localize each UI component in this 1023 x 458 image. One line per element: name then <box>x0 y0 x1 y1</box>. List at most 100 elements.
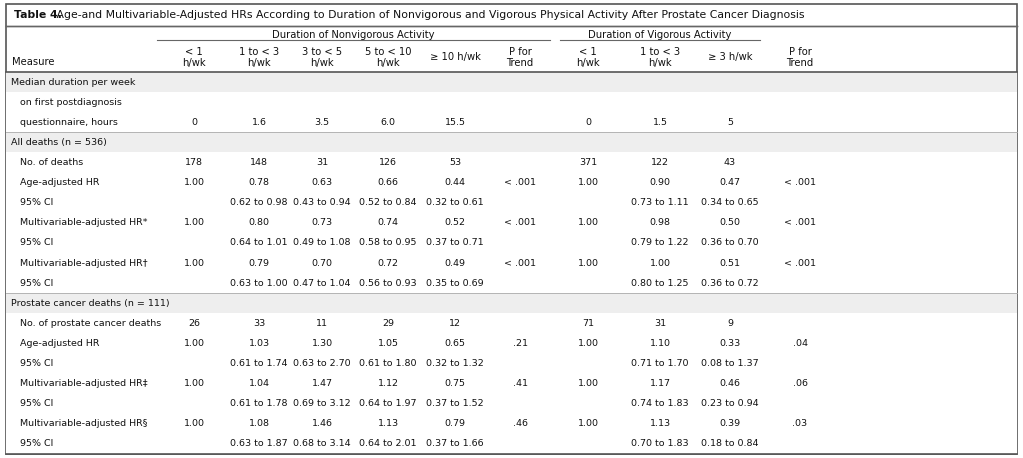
Text: < .001: < .001 <box>504 218 536 227</box>
Text: 1.05: 1.05 <box>377 339 399 348</box>
Bar <box>6 333 1017 354</box>
Text: h/wk: h/wk <box>310 58 333 68</box>
Text: 1 to < 3: 1 to < 3 <box>640 47 680 57</box>
Text: Age-adjusted HR: Age-adjusted HR <box>11 339 99 348</box>
Text: 0.62 to 0.98: 0.62 to 0.98 <box>230 198 287 207</box>
Text: h/wk: h/wk <box>376 58 400 68</box>
Text: 0.23 to 0.94: 0.23 to 0.94 <box>701 399 759 408</box>
Text: Median duration per week: Median duration per week <box>11 77 135 87</box>
Text: 1.00: 1.00 <box>183 258 205 267</box>
Text: 0.44: 0.44 <box>445 178 465 187</box>
Text: 0.73: 0.73 <box>311 218 332 227</box>
Text: 1.00: 1.00 <box>183 218 205 227</box>
Text: All deaths (n = 536): All deaths (n = 536) <box>11 138 106 147</box>
Text: questionnaire, hours: questionnaire, hours <box>11 118 118 127</box>
Bar <box>6 293 1017 313</box>
Text: 0.66: 0.66 <box>377 178 399 187</box>
Text: 43: 43 <box>724 158 737 167</box>
Text: < 1: < 1 <box>185 47 203 57</box>
Text: 1.00: 1.00 <box>183 379 205 388</box>
Bar <box>6 92 1017 112</box>
Text: < .001: < .001 <box>504 258 536 267</box>
Text: h/wk: h/wk <box>182 58 206 68</box>
Text: 0.37 to 1.66: 0.37 to 1.66 <box>427 439 484 448</box>
Bar <box>6 253 1017 273</box>
Text: 0.71 to 1.70: 0.71 to 1.70 <box>631 359 688 368</box>
Text: 0.50: 0.50 <box>719 218 741 227</box>
Bar <box>6 374 1017 394</box>
Text: h/wk: h/wk <box>649 58 672 68</box>
Text: 0.72: 0.72 <box>377 258 399 267</box>
Text: Multivariable-adjusted HR*: Multivariable-adjusted HR* <box>11 218 147 227</box>
Text: No. of prostate cancer deaths: No. of prostate cancer deaths <box>11 319 162 328</box>
Bar <box>6 354 1017 374</box>
Text: 0.36 to 0.72: 0.36 to 0.72 <box>701 278 759 288</box>
Text: 371: 371 <box>579 158 597 167</box>
Bar <box>6 72 1017 92</box>
Text: 1.13: 1.13 <box>377 420 399 428</box>
Bar <box>6 273 1017 293</box>
Text: 0.47: 0.47 <box>719 178 741 187</box>
Text: 5: 5 <box>727 118 733 127</box>
Text: Multivariable-adjusted HR§: Multivariable-adjusted HR§ <box>11 420 147 428</box>
Text: 0.78: 0.78 <box>249 178 269 187</box>
Text: .03: .03 <box>793 420 807 428</box>
Text: 0.80 to 1.25: 0.80 to 1.25 <box>631 278 688 288</box>
Text: < .001: < .001 <box>784 178 816 187</box>
Text: 1.00: 1.00 <box>578 218 598 227</box>
Text: 0.34 to 0.65: 0.34 to 0.65 <box>701 198 759 207</box>
Text: 95% CI: 95% CI <box>11 278 53 288</box>
Text: .41: .41 <box>513 379 528 388</box>
Text: 1.00: 1.00 <box>183 178 205 187</box>
Text: 0: 0 <box>191 118 197 127</box>
Text: 0.65: 0.65 <box>445 339 465 348</box>
Text: 33: 33 <box>253 319 265 328</box>
Text: 12: 12 <box>449 319 461 328</box>
Text: 29: 29 <box>382 319 394 328</box>
Text: 31: 31 <box>654 319 666 328</box>
Text: 1.08: 1.08 <box>249 420 269 428</box>
Text: 1.00: 1.00 <box>578 178 598 187</box>
Text: 1.46: 1.46 <box>311 420 332 428</box>
Text: Table 4.: Table 4. <box>14 10 61 20</box>
Text: 0.43 to 0.94: 0.43 to 0.94 <box>294 198 351 207</box>
Text: Age-adjusted HR: Age-adjusted HR <box>11 178 99 187</box>
Text: 0.52: 0.52 <box>445 218 465 227</box>
Bar <box>6 112 1017 132</box>
Text: 0.63: 0.63 <box>311 178 332 187</box>
Text: 0.32 to 0.61: 0.32 to 0.61 <box>427 198 484 207</box>
Text: 178: 178 <box>185 158 203 167</box>
Text: 1.00: 1.00 <box>183 420 205 428</box>
Text: on first postdiagnosis: on first postdiagnosis <box>11 98 122 107</box>
Text: < 1: < 1 <box>579 47 596 57</box>
Text: 1.00: 1.00 <box>183 339 205 348</box>
Bar <box>6 394 1017 414</box>
Text: Trend: Trend <box>506 58 534 68</box>
Text: 71: 71 <box>582 319 594 328</box>
Text: 53: 53 <box>449 158 461 167</box>
Text: 1.00: 1.00 <box>578 339 598 348</box>
Text: ≥ 10 h/wk: ≥ 10 h/wk <box>430 52 481 62</box>
Text: 5 to < 10: 5 to < 10 <box>365 47 411 57</box>
Bar <box>6 132 1017 153</box>
Text: 0.63 to 1.87: 0.63 to 1.87 <box>230 439 287 448</box>
Text: 0.35 to 0.69: 0.35 to 0.69 <box>427 278 484 288</box>
Text: 0.63 to 1.00: 0.63 to 1.00 <box>230 278 287 288</box>
Bar <box>6 414 1017 434</box>
Text: 0.56 to 0.93: 0.56 to 0.93 <box>359 278 416 288</box>
Text: 0.74: 0.74 <box>377 218 399 227</box>
Text: 1.10: 1.10 <box>650 339 670 348</box>
Text: 1.00: 1.00 <box>578 420 598 428</box>
Text: P for: P for <box>789 47 811 57</box>
Text: 95% CI: 95% CI <box>11 359 53 368</box>
Text: 0.52 to 0.84: 0.52 to 0.84 <box>359 198 416 207</box>
Text: 0.47 to 1.04: 0.47 to 1.04 <box>294 278 351 288</box>
Text: < .001: < .001 <box>784 218 816 227</box>
Text: 0.74 to 1.83: 0.74 to 1.83 <box>631 399 688 408</box>
Text: Duration of Nonvigorous Activity: Duration of Nonvigorous Activity <box>272 30 435 40</box>
Text: 0.75: 0.75 <box>445 379 465 388</box>
Text: Duration of Vigorous Activity: Duration of Vigorous Activity <box>588 30 731 40</box>
Text: 122: 122 <box>651 158 669 167</box>
Text: 31: 31 <box>316 158 328 167</box>
Text: 0.61 to 1.74: 0.61 to 1.74 <box>230 359 287 368</box>
